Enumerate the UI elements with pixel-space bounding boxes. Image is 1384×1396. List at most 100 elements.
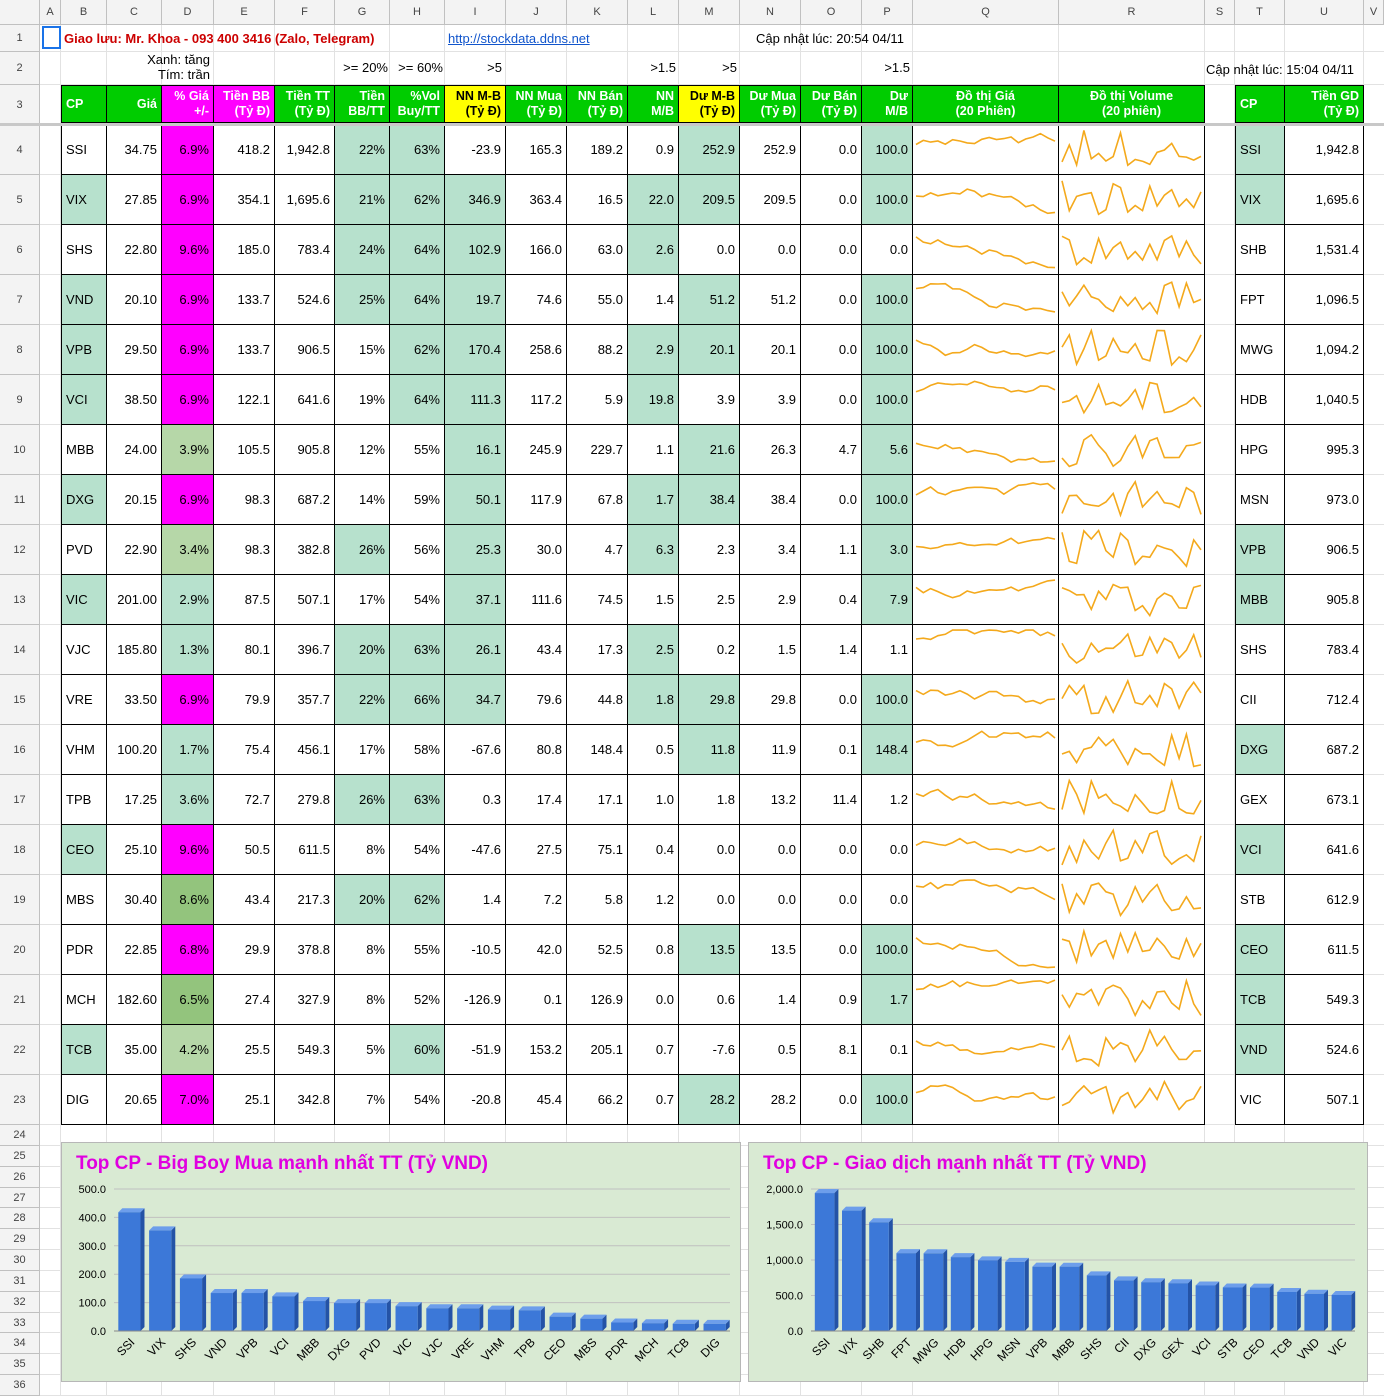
side-tien-gd-msn[interactable]: 973.0 — [1285, 475, 1364, 525]
cell-du-mua-dig[interactable]: 28.2 — [740, 1075, 801, 1125]
cell-cp-mch[interactable]: MCH — [61, 975, 107, 1025]
bar-vjc[interactable] — [426, 1308, 449, 1331]
header-nn-ban[interactable]: NN Bán (Tỷ Đ) — [567, 85, 628, 123]
cell-du-ban-vci[interactable]: 0.0 — [801, 375, 862, 425]
side-cp-gex[interactable]: GEX — [1235, 775, 1285, 825]
cell-pct-gia-pvd[interactable]: 3.4% — [162, 525, 214, 575]
cell-du-mua-mch[interactable]: 1.4 — [740, 975, 801, 1025]
side-cp-dxg[interactable]: DXG — [1235, 725, 1285, 775]
column-header-c[interactable]: C — [107, 0, 162, 25]
header-nn-mb[interactable]: NN M-B (Tỷ Đ) — [445, 85, 506, 123]
cell-du-mua-tcb[interactable]: 0.5 — [740, 1025, 801, 1075]
cell-nn-ratio-dig[interactable]: 0.7 — [628, 1075, 679, 1125]
cell-tien-bb-tt-ceo[interactable]: 8% — [335, 825, 390, 875]
cell-du-mua-pvd[interactable]: 3.4 — [740, 525, 801, 575]
cell-tien-bb-tt-shs[interactable]: 24% — [335, 225, 390, 275]
cell-tien-bb-mbb[interactable]: 105.5 — [214, 425, 275, 475]
cell-nn-mua-tcb[interactable]: 153.2 — [506, 1025, 567, 1075]
cell-tien-tt-mch[interactable]: 327.9 — [275, 975, 335, 1025]
cell-nn-ban-pvd[interactable]: 4.7 — [567, 525, 628, 575]
cell-cp-vci[interactable]: VCI — [61, 375, 107, 425]
cell-nn-ratio-ceo[interactable]: 0.4 — [628, 825, 679, 875]
cell-tien-bb-vci[interactable]: 122.1 — [214, 375, 275, 425]
row-header-28[interactable]: 28 — [0, 1208, 40, 1229]
side-tien-gd-mbb[interactable]: 905.8 — [1285, 575, 1364, 625]
cell-cp-dxg[interactable]: DXG — [61, 475, 107, 525]
row-header-9[interactable]: 9 — [0, 375, 40, 425]
cell-gia-mbb[interactable]: 24.00 — [107, 425, 162, 475]
cell-nn-mua-vjc[interactable]: 43.4 — [506, 625, 567, 675]
cell-nn-ban-vre[interactable]: 44.8 — [567, 675, 628, 725]
cell-du-mb-mbb[interactable]: 21.6 — [679, 425, 740, 475]
cell-vol-buy-tt-mbb[interactable]: 55% — [390, 425, 445, 475]
bar-ssi[interactable] — [118, 1212, 141, 1331]
cell-nn-ratio-pvd[interactable]: 6.3 — [628, 525, 679, 575]
side-tien-gd-shs[interactable]: 783.4 — [1285, 625, 1364, 675]
cell-du-mua-vhm[interactable]: 11.9 — [740, 725, 801, 775]
cell-tien-bb-tt-dig[interactable]: 7% — [335, 1075, 390, 1125]
bar-vci[interactable] — [1195, 1285, 1216, 1331]
cell-nn-mua-vre[interactable]: 79.6 — [506, 675, 567, 725]
row-header-31[interactable]: 31 — [0, 1271, 40, 1292]
side-header-tien-gd[interactable]: Tiền GD (Tỷ Đ) — [1285, 85, 1364, 123]
cell-du-mb-mch[interactable]: 0.6 — [679, 975, 740, 1025]
cell-du-ban-mbs[interactable]: 0.0 — [801, 875, 862, 925]
cell-du-ratio-dig[interactable]: 100.0 — [862, 1075, 913, 1125]
cell-tien-bb-pdr[interactable]: 29.9 — [214, 925, 275, 975]
cell-nn-mb-pvd[interactable]: 25.3 — [445, 525, 506, 575]
side-cp-shb[interactable]: SHB — [1235, 225, 1285, 275]
cell-nn-ban-tpb[interactable]: 17.1 — [567, 775, 628, 825]
cell-tien-tt-shs[interactable]: 783.4 — [275, 225, 335, 275]
cell-nn-ban-mbb[interactable]: 229.7 — [567, 425, 628, 475]
select-all-corner[interactable] — [0, 0, 40, 25]
cell-du-ratio-mbs[interactable]: 0.0 — [862, 875, 913, 925]
cell-tien-tt-vci[interactable]: 641.6 — [275, 375, 335, 425]
bar-tcb[interactable] — [672, 1323, 695, 1331]
cell-nn-mua-mbs[interactable]: 7.2 — [506, 875, 567, 925]
cell-pct-gia-tcb[interactable]: 4.2% — [162, 1025, 214, 1075]
row-header-17[interactable]: 17 — [0, 775, 40, 825]
cell-du-mb-vix[interactable]: 209.5 — [679, 175, 740, 225]
cell-du-mb-vjc[interactable]: 0.2 — [679, 625, 740, 675]
cell-cp-ssi[interactable]: SSI — [61, 125, 107, 175]
side-cp-fpt[interactable]: FPT — [1235, 275, 1285, 325]
cell-vol-buy-tt-vnd[interactable]: 64% — [390, 275, 445, 325]
cell-du-mua-vix[interactable]: 209.5 — [740, 175, 801, 225]
cell-tien-bb-vic[interactable]: 87.5 — [214, 575, 275, 625]
row-header-6[interactable]: 6 — [0, 225, 40, 275]
cell-tien-bb-vnd[interactable]: 133.7 — [214, 275, 275, 325]
bar-ssi[interactable] — [814, 1193, 835, 1331]
side-tien-gd-mwg[interactable]: 1,094.2 — [1285, 325, 1364, 375]
cell-nn-ban-vci[interactable]: 5.9 — [567, 375, 628, 425]
cell-nn-mua-vhm[interactable]: 80.8 — [506, 725, 567, 775]
cell-tien-bb-dxg[interactable]: 98.3 — [214, 475, 275, 525]
cell-nn-mb-vnd[interactable]: 19.7 — [445, 275, 506, 325]
cell-tien-bb-tt-tpb[interactable]: 26% — [335, 775, 390, 825]
row-header-36[interactable]: 36 — [0, 1375, 40, 1396]
header-du-mua[interactable]: Dư Mua (Tỷ Đ) — [740, 85, 801, 123]
cell-tien-bb-vix[interactable]: 354.1 — [214, 175, 275, 225]
cell-du-mua-ceo[interactable]: 0.0 — [740, 825, 801, 875]
row-header-13[interactable]: 13 — [0, 575, 40, 625]
cell-vol-buy-tt-mch[interactable]: 52% — [390, 975, 445, 1025]
cell-tien-tt-vic[interactable]: 507.1 — [275, 575, 335, 625]
cell-du-ban-vix[interactable]: 0.0 — [801, 175, 862, 225]
cell-cp-vre[interactable]: VRE — [61, 675, 107, 725]
cell-tien-tt-vnd[interactable]: 524.6 — [275, 275, 335, 325]
cell-du-mb-vic[interactable]: 2.5 — [679, 575, 740, 625]
cell-nn-mb-vic[interactable]: 37.1 — [445, 575, 506, 625]
header-vol-buy-tt[interactable]: %Vol Buy/TT — [390, 85, 445, 123]
cell-du-ban-dxg[interactable]: 0.0 — [801, 475, 862, 525]
side-cp-stb[interactable]: STB — [1235, 875, 1285, 925]
cell-du-ban-tpb[interactable]: 11.4 — [801, 775, 862, 825]
cell-gia-mch[interactable]: 182.60 — [107, 975, 162, 1025]
cell-nn-ratio-vre[interactable]: 1.8 — [628, 675, 679, 725]
side-cp-vpb[interactable]: VPB — [1235, 525, 1285, 575]
cell-nn-ratio-vpb[interactable]: 2.9 — [628, 325, 679, 375]
bar-ceo[interactable] — [549, 1316, 572, 1331]
cell-tien-bb-tpb[interactable]: 72.7 — [214, 775, 275, 825]
cell-nn-mua-tpb[interactable]: 17.4 — [506, 775, 567, 825]
cell-pct-gia-vre[interactable]: 6.9% — [162, 675, 214, 725]
cell-cp-vnd[interactable]: VND — [61, 275, 107, 325]
side-cp-cii[interactable]: CII — [1235, 675, 1285, 725]
